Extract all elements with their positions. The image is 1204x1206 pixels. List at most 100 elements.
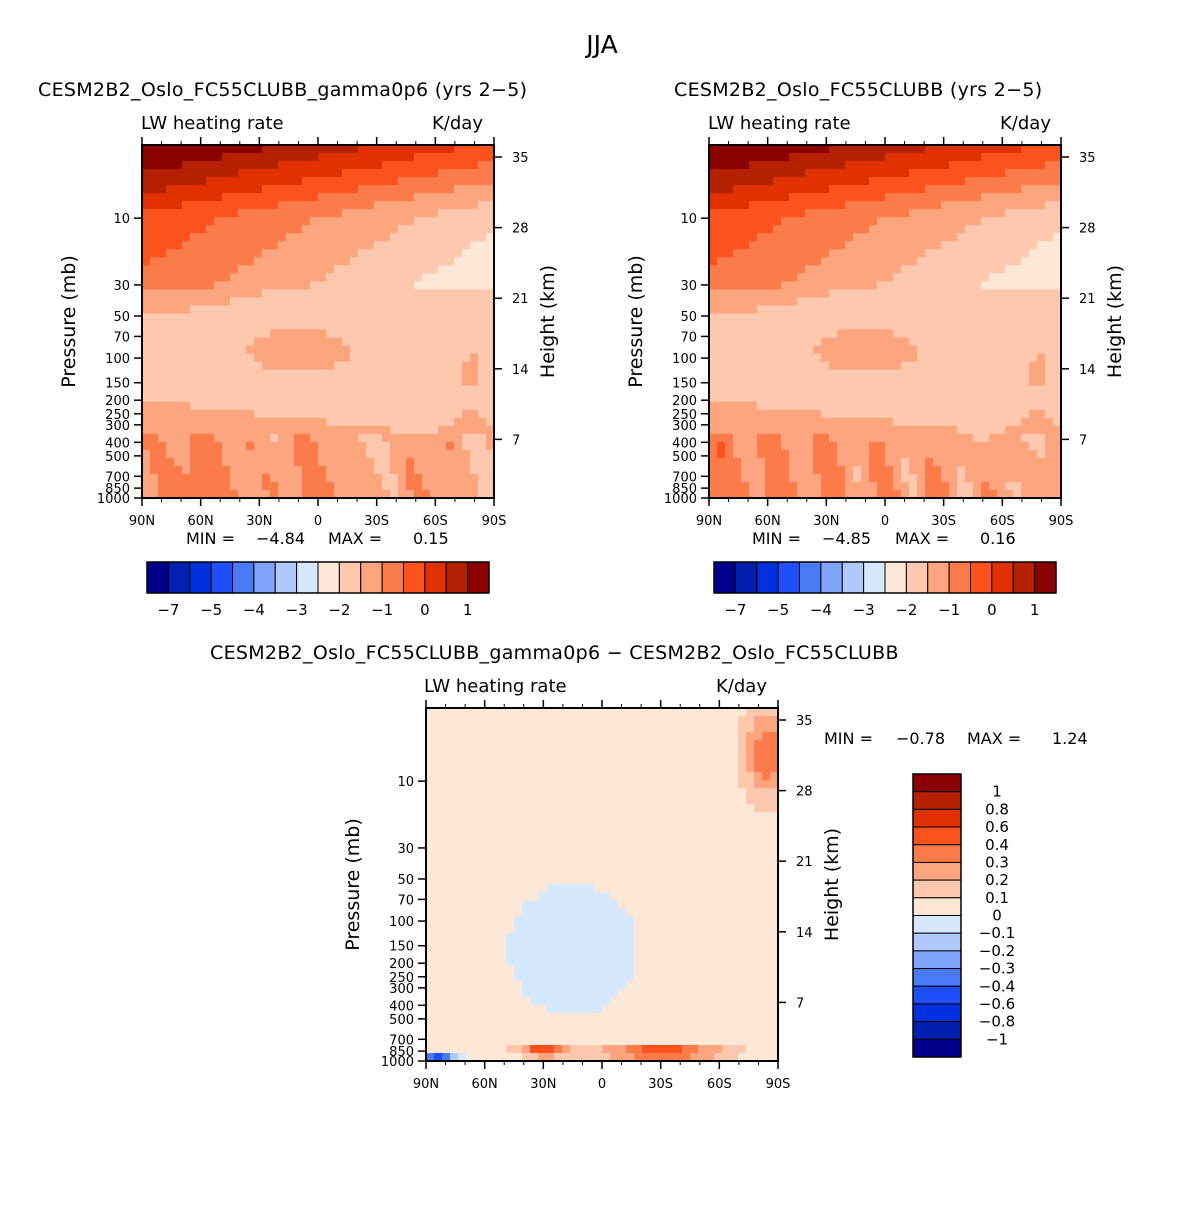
contour-cell xyxy=(949,185,958,194)
contour-cell xyxy=(1013,473,1022,483)
contour-cell xyxy=(1045,385,1054,395)
contour-cell xyxy=(789,201,798,210)
contour-cell xyxy=(877,289,886,299)
contour-cell xyxy=(434,796,443,805)
contour-cell xyxy=(989,313,998,323)
contour-cell xyxy=(254,353,263,363)
contour-cell xyxy=(717,185,726,194)
contour-cell xyxy=(909,305,918,315)
contour-cell xyxy=(398,161,407,170)
contour-cell xyxy=(674,812,683,821)
contour-cell xyxy=(358,169,367,178)
contour-cell xyxy=(853,457,862,467)
contour-cell xyxy=(765,337,774,347)
contour-cell xyxy=(326,377,335,387)
contour-cell xyxy=(813,209,822,218)
contour-cell xyxy=(398,329,407,339)
contour-cell xyxy=(442,708,451,717)
contour-cell xyxy=(989,465,998,475)
contour-cell xyxy=(182,289,191,299)
contour-cell xyxy=(981,313,990,323)
contour-cell xyxy=(765,369,774,379)
contour-cell xyxy=(1021,417,1030,427)
contour-cell xyxy=(198,233,207,242)
contour-cell xyxy=(278,217,287,226)
contour-cell xyxy=(1029,305,1038,315)
contour-cell xyxy=(821,233,830,242)
contour-cell xyxy=(318,369,327,379)
y-tick-label: 1000 xyxy=(97,492,130,507)
contour-cell xyxy=(741,473,750,483)
contour-cell xyxy=(462,161,471,170)
contour-cell xyxy=(142,225,151,234)
contour-cell xyxy=(478,209,487,218)
contour-cell xyxy=(901,153,910,162)
contour-cell xyxy=(358,305,367,315)
contour-cell xyxy=(722,812,731,821)
contour-cell xyxy=(738,852,747,862)
contour-cell xyxy=(238,225,247,234)
contour-cell xyxy=(554,788,563,797)
contour-cell xyxy=(845,225,854,234)
contour-cell xyxy=(442,732,451,741)
contour-cell xyxy=(294,377,303,387)
contour-cell xyxy=(358,321,367,331)
contour-cell xyxy=(949,369,958,379)
contour-cell xyxy=(1037,425,1046,435)
contour-cell xyxy=(773,265,782,274)
contour-cell xyxy=(909,473,918,483)
contour-cell xyxy=(190,201,199,210)
contour-cell xyxy=(829,393,838,403)
contour-cell xyxy=(430,441,439,451)
contour-cell xyxy=(757,217,766,226)
contour-cell xyxy=(634,788,643,797)
contour-cell xyxy=(294,353,303,363)
contour-cell xyxy=(965,433,974,443)
contour-cell xyxy=(270,177,279,186)
contour-cell xyxy=(182,177,191,186)
contour-cell xyxy=(326,233,335,242)
contour-cell xyxy=(326,409,335,419)
contour-cell xyxy=(310,385,319,395)
contour-cell xyxy=(390,185,399,194)
contour-cell xyxy=(546,772,555,781)
contour-cell xyxy=(725,265,734,274)
contour-cell xyxy=(1013,249,1022,258)
contour-cell xyxy=(150,433,159,443)
contour-cell xyxy=(538,836,547,845)
contour-cell xyxy=(214,289,223,299)
contour-cell xyxy=(877,393,886,403)
contour-cell xyxy=(426,756,435,765)
contour-cell xyxy=(390,249,399,258)
contour-cell xyxy=(610,828,619,837)
contour-cell xyxy=(470,265,479,274)
contour-cell xyxy=(414,465,423,475)
contour-cell xyxy=(570,732,579,741)
contour-cell xyxy=(318,289,327,299)
contour-cell xyxy=(398,217,407,226)
contour-cell xyxy=(342,225,351,234)
contour-cell xyxy=(342,297,351,307)
contour-cell xyxy=(498,868,507,878)
contour-cell xyxy=(989,217,998,226)
contour-cell xyxy=(709,345,718,355)
contour-cell xyxy=(773,161,782,170)
contour-cell xyxy=(997,329,1006,339)
contour-cell xyxy=(350,361,359,371)
contour-cell xyxy=(238,337,247,347)
contour-cell xyxy=(262,401,271,411)
contour-cell xyxy=(1045,233,1054,242)
contour-cell xyxy=(214,145,223,154)
contour-cell xyxy=(957,345,966,355)
contour-cell xyxy=(310,329,319,339)
contour-cell xyxy=(781,481,790,491)
contour-cell xyxy=(757,489,766,499)
contour-cell xyxy=(434,868,443,878)
contour-cell xyxy=(1037,393,1046,403)
contour-cell xyxy=(398,337,407,347)
contour-cell xyxy=(506,748,515,757)
contour-cell xyxy=(754,772,763,781)
contour-cell xyxy=(538,764,547,773)
contour-cell xyxy=(158,297,167,307)
contour-cell xyxy=(1005,377,1014,387)
